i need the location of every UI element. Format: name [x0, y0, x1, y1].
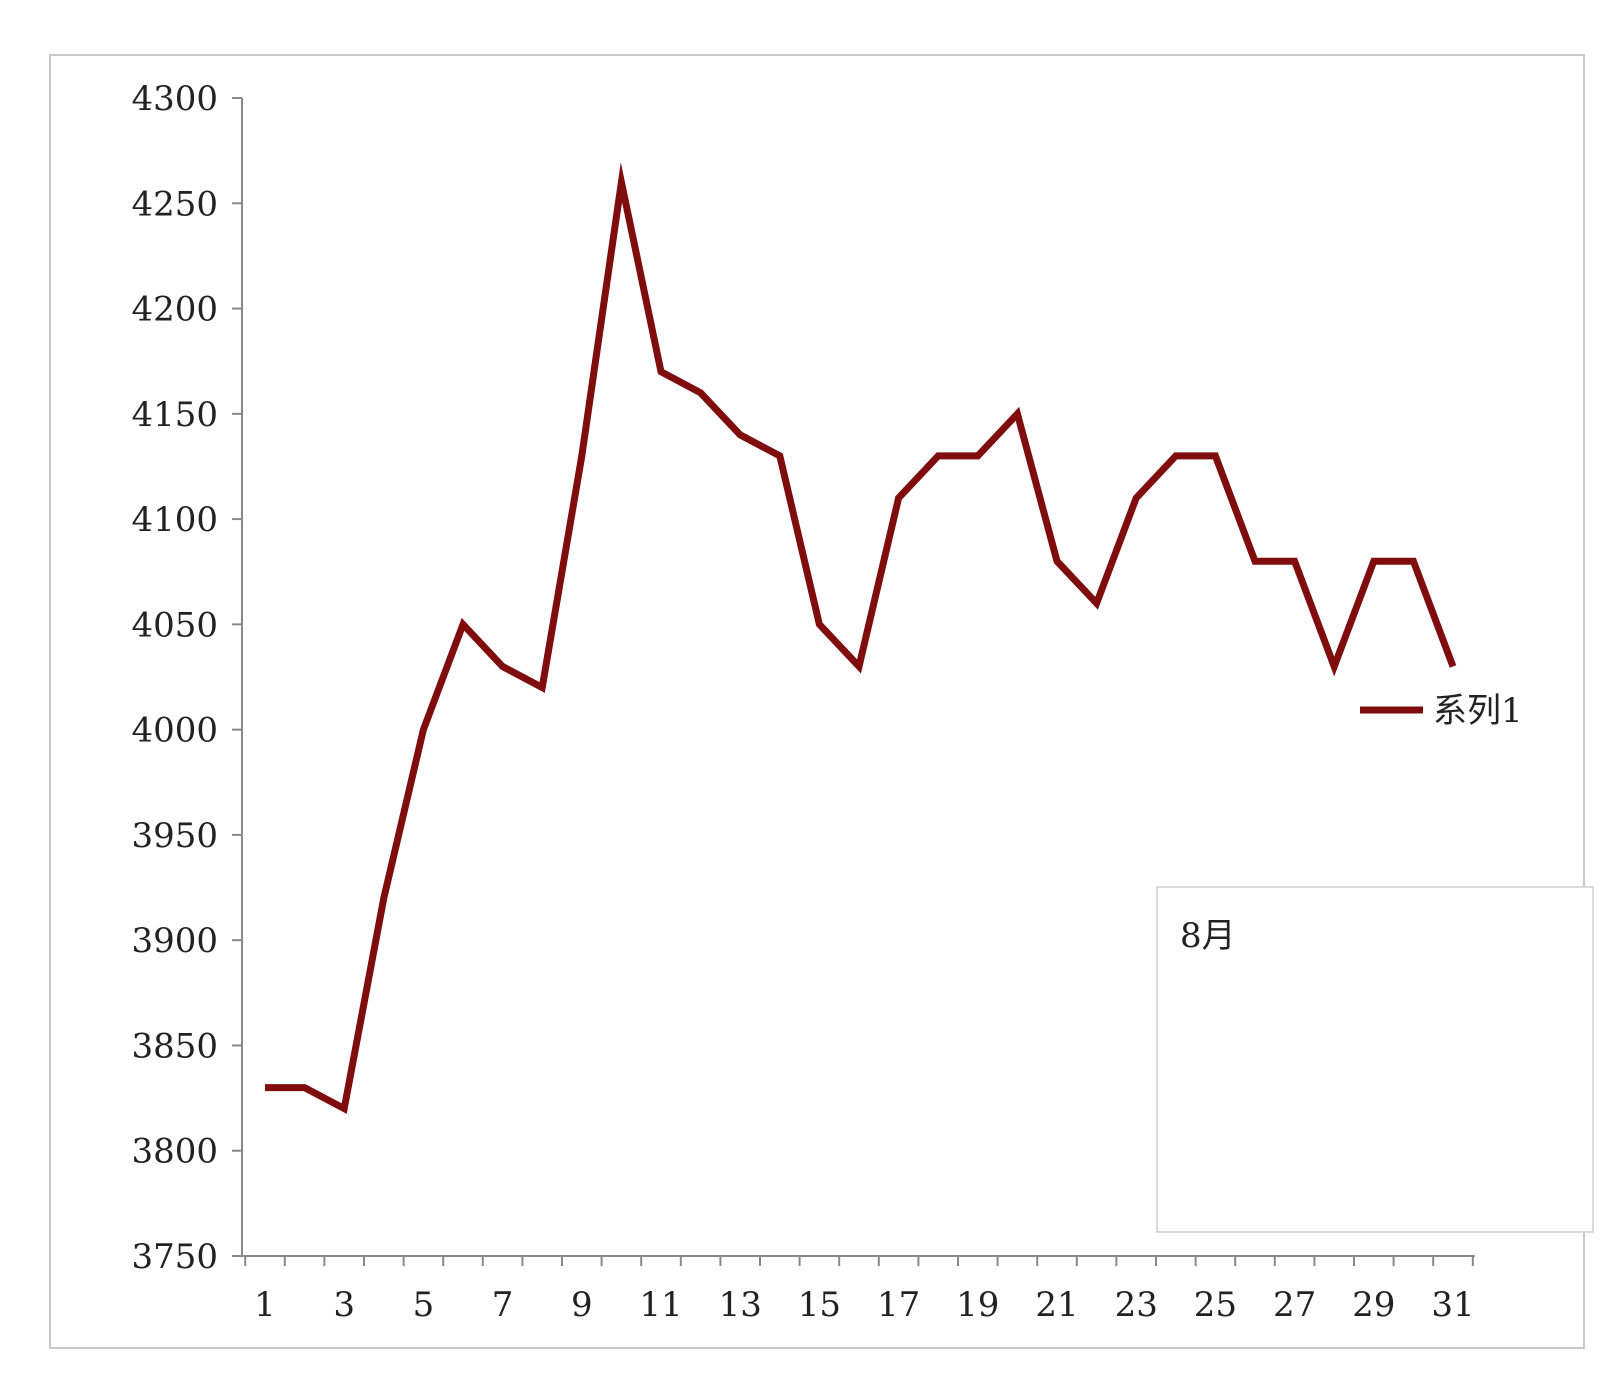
- y-tick-label: 4100: [131, 500, 218, 540]
- legend-label: 系列1: [1433, 691, 1523, 731]
- x-tick-label: 9: [571, 1285, 593, 1325]
- x-tick-label: 27: [1273, 1285, 1316, 1325]
- y-tick-label: 4300: [131, 79, 218, 119]
- x-tick-label: 5: [413, 1285, 435, 1325]
- x-axis: 1 3 5 7 9 11 13 15 17 19 21 23 25 27 29 31: [242, 1255, 1475, 1325]
- x-tick-label: 23: [1115, 1285, 1158, 1325]
- y-axis: 3750 3800 3850 3900 3950 4000 4050 4100 4150 4200…: [131, 79, 243, 1277]
- y-tick-label: 4250: [131, 184, 218, 224]
- annotation-frame: [1156, 886, 1594, 1233]
- x-tick-label: 19: [956, 1285, 999, 1325]
- x-tick-label: 1: [254, 1285, 276, 1325]
- x-tick-label: 7: [492, 1285, 514, 1325]
- y-tick-label: 3750: [131, 1237, 218, 1277]
- series-layer: [265, 162, 1457, 1114]
- y-tick-label: 3950: [131, 816, 218, 856]
- y-tick-label: 3900: [131, 921, 218, 961]
- y-tick-label: 4000: [131, 711, 218, 751]
- x-tick-label: 13: [719, 1285, 762, 1325]
- y-tick-label: 4050: [131, 605, 218, 645]
- x-tick-label: 17: [877, 1285, 920, 1325]
- x-tick-label: 25: [1194, 1285, 1237, 1325]
- annotation-box: 8月: [1156, 886, 1594, 1233]
- x-tick-label: 3: [333, 1285, 355, 1325]
- series-line: [265, 162, 1457, 1114]
- x-tick-label: 29: [1352, 1285, 1395, 1325]
- annotation-text: 8月: [1180, 916, 1236, 956]
- legend: 系列1: [1360, 691, 1523, 731]
- x-tick-label: 31: [1431, 1285, 1474, 1325]
- x-tick-label: 11: [639, 1285, 682, 1325]
- x-tick-label: 21: [1035, 1285, 1078, 1325]
- y-tick-label: 4200: [131, 290, 218, 330]
- x-tick-label: 15: [798, 1285, 841, 1325]
- y-tick-label: 4150: [131, 395, 218, 435]
- y-tick-label: 3800: [131, 1132, 218, 1172]
- y-tick-label: 3850: [131, 1026, 218, 1066]
